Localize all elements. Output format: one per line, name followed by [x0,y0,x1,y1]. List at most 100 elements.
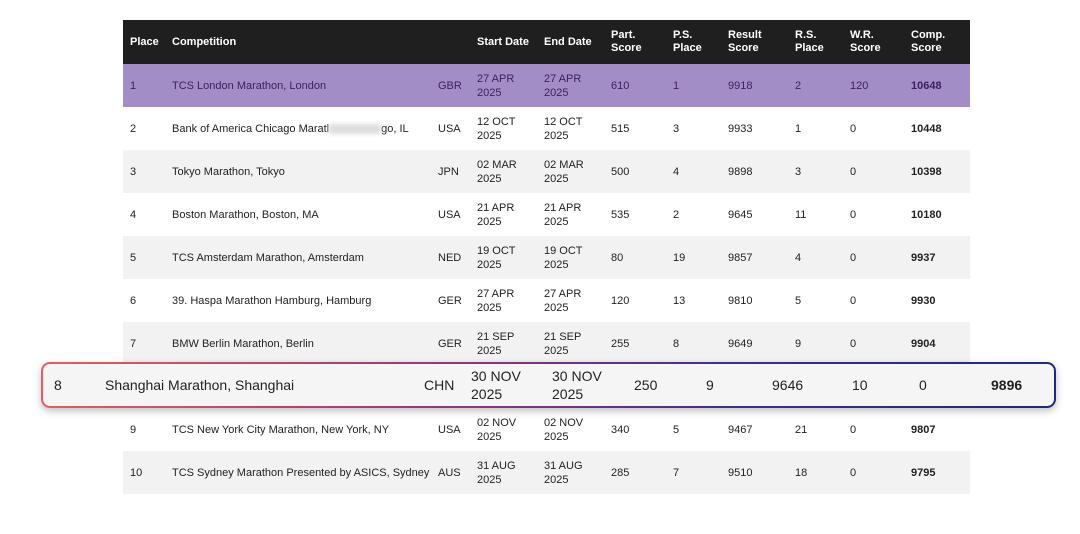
cell-end-date: 12 OCT 2025 [544,116,583,142]
cell-rs-place: 3 [795,166,802,178]
header-end-date: End Date [544,36,592,48]
table-row[interactable]: 9 TCS New York City Marathon, New York, … [123,408,970,451]
cell-result-score: 9918 [728,80,753,92]
header-wr-score: W.R. Score [850,29,881,54]
cell-wr-score: 0 [850,295,857,307]
cell-part-score: 500 [611,166,630,178]
cell-place: 9 [130,424,137,436]
cell-competition[interactable]: Tokyo Marathon, Tokyo [172,166,285,178]
cell-end-date: 27 APR 2025 [544,73,582,99]
cell-place: 6 [130,295,137,307]
cell-competition[interactable]: TCS Sydney Marathon Presented by ASICS, … [172,467,430,479]
cell-rs-place: 21 [795,424,808,436]
cell-place: 10 [130,467,143,479]
cell-ps-place: 2 [673,209,680,221]
cell-result-score: 9810 [728,295,753,307]
cell-part-score: 535 [611,209,630,221]
cell-result-score: 9933 [728,123,753,135]
header-competition: Competition [172,36,237,48]
cell-place: 4 [130,209,137,221]
cell-comp-score: 9930 [911,295,936,307]
cell-comp-score: 9795 [911,467,936,479]
cell-rs-place: 1 [795,123,802,135]
cell-wr-score: 0 [850,338,857,350]
cell-rs-place: 11 [795,209,807,221]
header-place: Place [130,36,159,48]
cell-wr-score: 0 [919,377,927,393]
cell-comp-score: 10398 [911,166,942,178]
cell-result-score: 9898 [728,166,753,178]
header-rs-place: R.S. Place [795,29,824,54]
cell-competition[interactable]: TCS London Marathon, London [172,80,327,92]
cell-competition[interactable]: BMW Berlin Marathon, Berlin [172,338,314,350]
cell-result-score: 9645 [728,209,753,221]
cell-rs-place: 9 [795,338,802,350]
cell-comp-score: 9807 [911,424,936,436]
cell-start-date: 27 APR 2025 [477,73,515,99]
cell-comp-score: 9904 [911,338,936,350]
cell-start-date: 19 OCT 2025 [477,245,516,271]
cell-wr-score: 0 [850,252,857,264]
table-row[interactable]: 4 Boston Marathon, Boston, MA USA 21 APR… [123,193,970,236]
cell-comp-score: 10448 [911,123,942,135]
cell-comp-score: 9937 [911,252,936,264]
header-start-date: Start Date [477,36,529,48]
cell-competition[interactable]: Shanghai Marathon, Shanghai [105,377,295,393]
cell-ps-place: 5 [673,424,680,436]
cell-part-score: 610 [611,80,630,92]
cell-end-date: 30 NOV 2025 [552,368,602,402]
cell-place: 8 [54,377,62,393]
cell-nation: GER [438,295,462,307]
cell-end-date: 02 NOV 2025 [544,417,584,443]
cell-place: 5 [130,252,137,264]
cell-wr-score: 0 [850,467,857,479]
cell-result-score: 9649 [728,338,753,350]
cell-nation: GBR [438,80,462,92]
cell-start-date: 30 NOV 2025 [471,368,521,402]
header-result-score: Result Score [728,29,762,54]
rankings-table: Place Competition Start Date End Date Pa… [123,20,970,494]
table-row[interactable]: 2 Bank of America Chicago Maratl go, IL U… [123,107,970,150]
cell-part-score: 255 [611,338,630,350]
cell-competition[interactable]: Bank of America Chicago Maratl go, IL [172,123,409,135]
table-row[interactable]: 1 TCS London Marathon, London GBR 27 APR… [123,64,970,107]
cell-wr-score: 0 [850,166,857,178]
cell-place: 2 [130,123,137,135]
cell-competition[interactable]: 39. Haspa Marathon Hamburg, Hamburg [172,295,372,307]
cell-wr-score: 0 [850,209,857,221]
cell-result-score: 9857 [728,252,753,264]
cell-nation: JPN [438,166,459,178]
blurred-region [329,124,382,135]
table-row[interactable]: 7 BMW Berlin Marathon, Berlin GER 21 SEP… [123,322,970,365]
cell-end-date: 31 AUG 2025 [544,460,583,486]
cell-ps-place: 3 [673,123,680,135]
cell-start-date: 02 NOV 2025 [477,417,517,443]
cell-end-date: 21 APR 2025 [544,202,582,228]
cell-ps-place: 8 [673,338,680,350]
table-row[interactable]: 3 Tokyo Marathon, Tokyo JPN 02 MAR 2025 0… [123,150,970,193]
cell-wr-score: 0 [850,123,857,135]
cell-competition[interactable]: TCS New York City Marathon, New York, NY [172,424,390,436]
table-row[interactable]: 10 TCS Sydney Marathon Presented by ASIC… [123,451,970,494]
cell-part-score: 340 [611,424,630,436]
cell-end-date: 27 APR 2025 [544,288,582,314]
cell-end-date: 21 SEP 2025 [544,331,582,357]
table-row[interactable]: 6 39. Haspa Marathon Hamburg, Hamburg GE… [123,279,970,322]
cell-wr-score: 120 [850,80,869,92]
cell-ps-place: 9 [706,377,714,393]
cell-part-score: 250 [634,377,658,393]
header-part-score: Part. Score [611,29,642,54]
cell-start-date: 31 AUG 2025 [477,460,516,486]
highlighted-row-card[interactable]: 8 Shanghai Marathon, Shanghai CHN 30 NOV… [41,362,1056,408]
cell-ps-place: 19 [673,252,686,264]
cell-competition[interactable]: TCS Amsterdam Marathon, Amsterdam [172,252,364,264]
cell-rs-place: 5 [795,295,802,307]
cell-nation: NED [438,252,462,264]
table-row[interactable]: 5 TCS Amsterdam Marathon, Amsterdam NED … [123,236,970,279]
cell-comp-score: 10180 [911,209,942,221]
cell-ps-place: 1 [673,80,680,92]
cell-end-date: 02 MAR 2025 [544,159,584,185]
cell-part-score: 120 [611,295,630,307]
highlighted-row[interactable]: 8 Shanghai Marathon, Shanghai CHN 30 NOV… [43,364,1054,406]
cell-competition[interactable]: Boston Marathon, Boston, MA [172,209,319,221]
